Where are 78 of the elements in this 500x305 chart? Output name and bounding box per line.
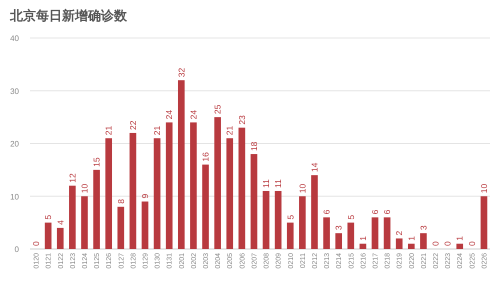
bar	[44, 222, 52, 249]
bar	[335, 233, 342, 249]
data-label: 0	[466, 241, 477, 246]
data-label: 6	[382, 209, 392, 214]
bar	[480, 196, 488, 249]
bar	[262, 190, 270, 249]
bar	[360, 244, 366, 249]
data-label: 4	[55, 220, 66, 225]
data-label: 16	[200, 152, 211, 162]
data-label: 0	[430, 241, 441, 246]
data-label: 2	[394, 230, 404, 236]
y-tick-label: 30	[10, 86, 20, 96]
bar	[396, 238, 403, 249]
data-label: 10	[297, 184, 308, 194]
bar	[178, 80, 185, 249]
data-label: 3	[418, 225, 428, 230]
bar	[93, 170, 100, 249]
data-label: 1	[406, 236, 416, 241]
data-label: 8	[116, 198, 126, 204]
data-label: 6	[322, 209, 332, 214]
data-label: 6	[370, 209, 380, 214]
data-label: 12	[67, 172, 78, 183]
bar	[214, 117, 221, 249]
chart-title: 北京每日新增确诊数	[9, 8, 128, 23]
bar	[202, 164, 209, 249]
bar	[166, 122, 173, 249]
bar	[69, 186, 76, 249]
data-label: 5	[285, 214, 296, 220]
data-label: 24	[188, 110, 198, 120]
bar	[311, 175, 318, 249]
bar	[372, 217, 378, 249]
bar	[142, 202, 148, 249]
data-label: 22	[128, 120, 138, 130]
data-label: 3	[334, 225, 344, 230]
data-label: 1	[358, 236, 368, 241]
data-label: 9	[140, 194, 150, 199]
data-label: 1	[454, 236, 465, 241]
bar	[56, 228, 64, 249]
data-label: 32	[176, 67, 186, 78]
bar	[117, 206, 124, 249]
data-label: 10	[79, 184, 90, 194]
data-label: 0	[31, 241, 42, 246]
data-label: 0	[442, 241, 453, 246]
bar	[226, 138, 234, 249]
data-label: 15	[92, 157, 102, 167]
data-label: 5	[346, 214, 356, 220]
bar	[299, 196, 306, 249]
data-label: 25	[212, 104, 223, 114]
bar	[323, 217, 330, 249]
bar	[408, 244, 415, 249]
y-tick-label: 40	[10, 34, 20, 43]
bar	[286, 222, 294, 249]
bar	[81, 196, 88, 249]
bar	[154, 138, 160, 249]
data-label: 21	[104, 126, 114, 136]
bar	[238, 128, 246, 249]
data-label: 14	[309, 162, 320, 172]
data-label: 11	[273, 178, 284, 188]
bar	[250, 154, 258, 249]
bar	[384, 217, 390, 249]
bar	[274, 190, 282, 249]
bar	[130, 132, 136, 249]
data-label: 11	[261, 178, 272, 188]
y-tick-label: 0	[14, 245, 20, 254]
y-tick-label: 10	[10, 192, 20, 202]
data-label: 24	[164, 110, 174, 120]
y-tick-label: 20	[10, 140, 20, 148]
bar	[456, 244, 464, 249]
data-label: 21	[224, 126, 235, 136]
bar	[347, 222, 354, 249]
data-label: 21	[152, 126, 162, 136]
data-label: 5	[43, 214, 54, 220]
data-label: 23	[236, 114, 247, 125]
bar	[105, 138, 112, 249]
data-label: 10	[478, 184, 489, 194]
bar	[190, 122, 197, 249]
data-label: 18	[248, 141, 259, 152]
bar	[420, 233, 427, 249]
